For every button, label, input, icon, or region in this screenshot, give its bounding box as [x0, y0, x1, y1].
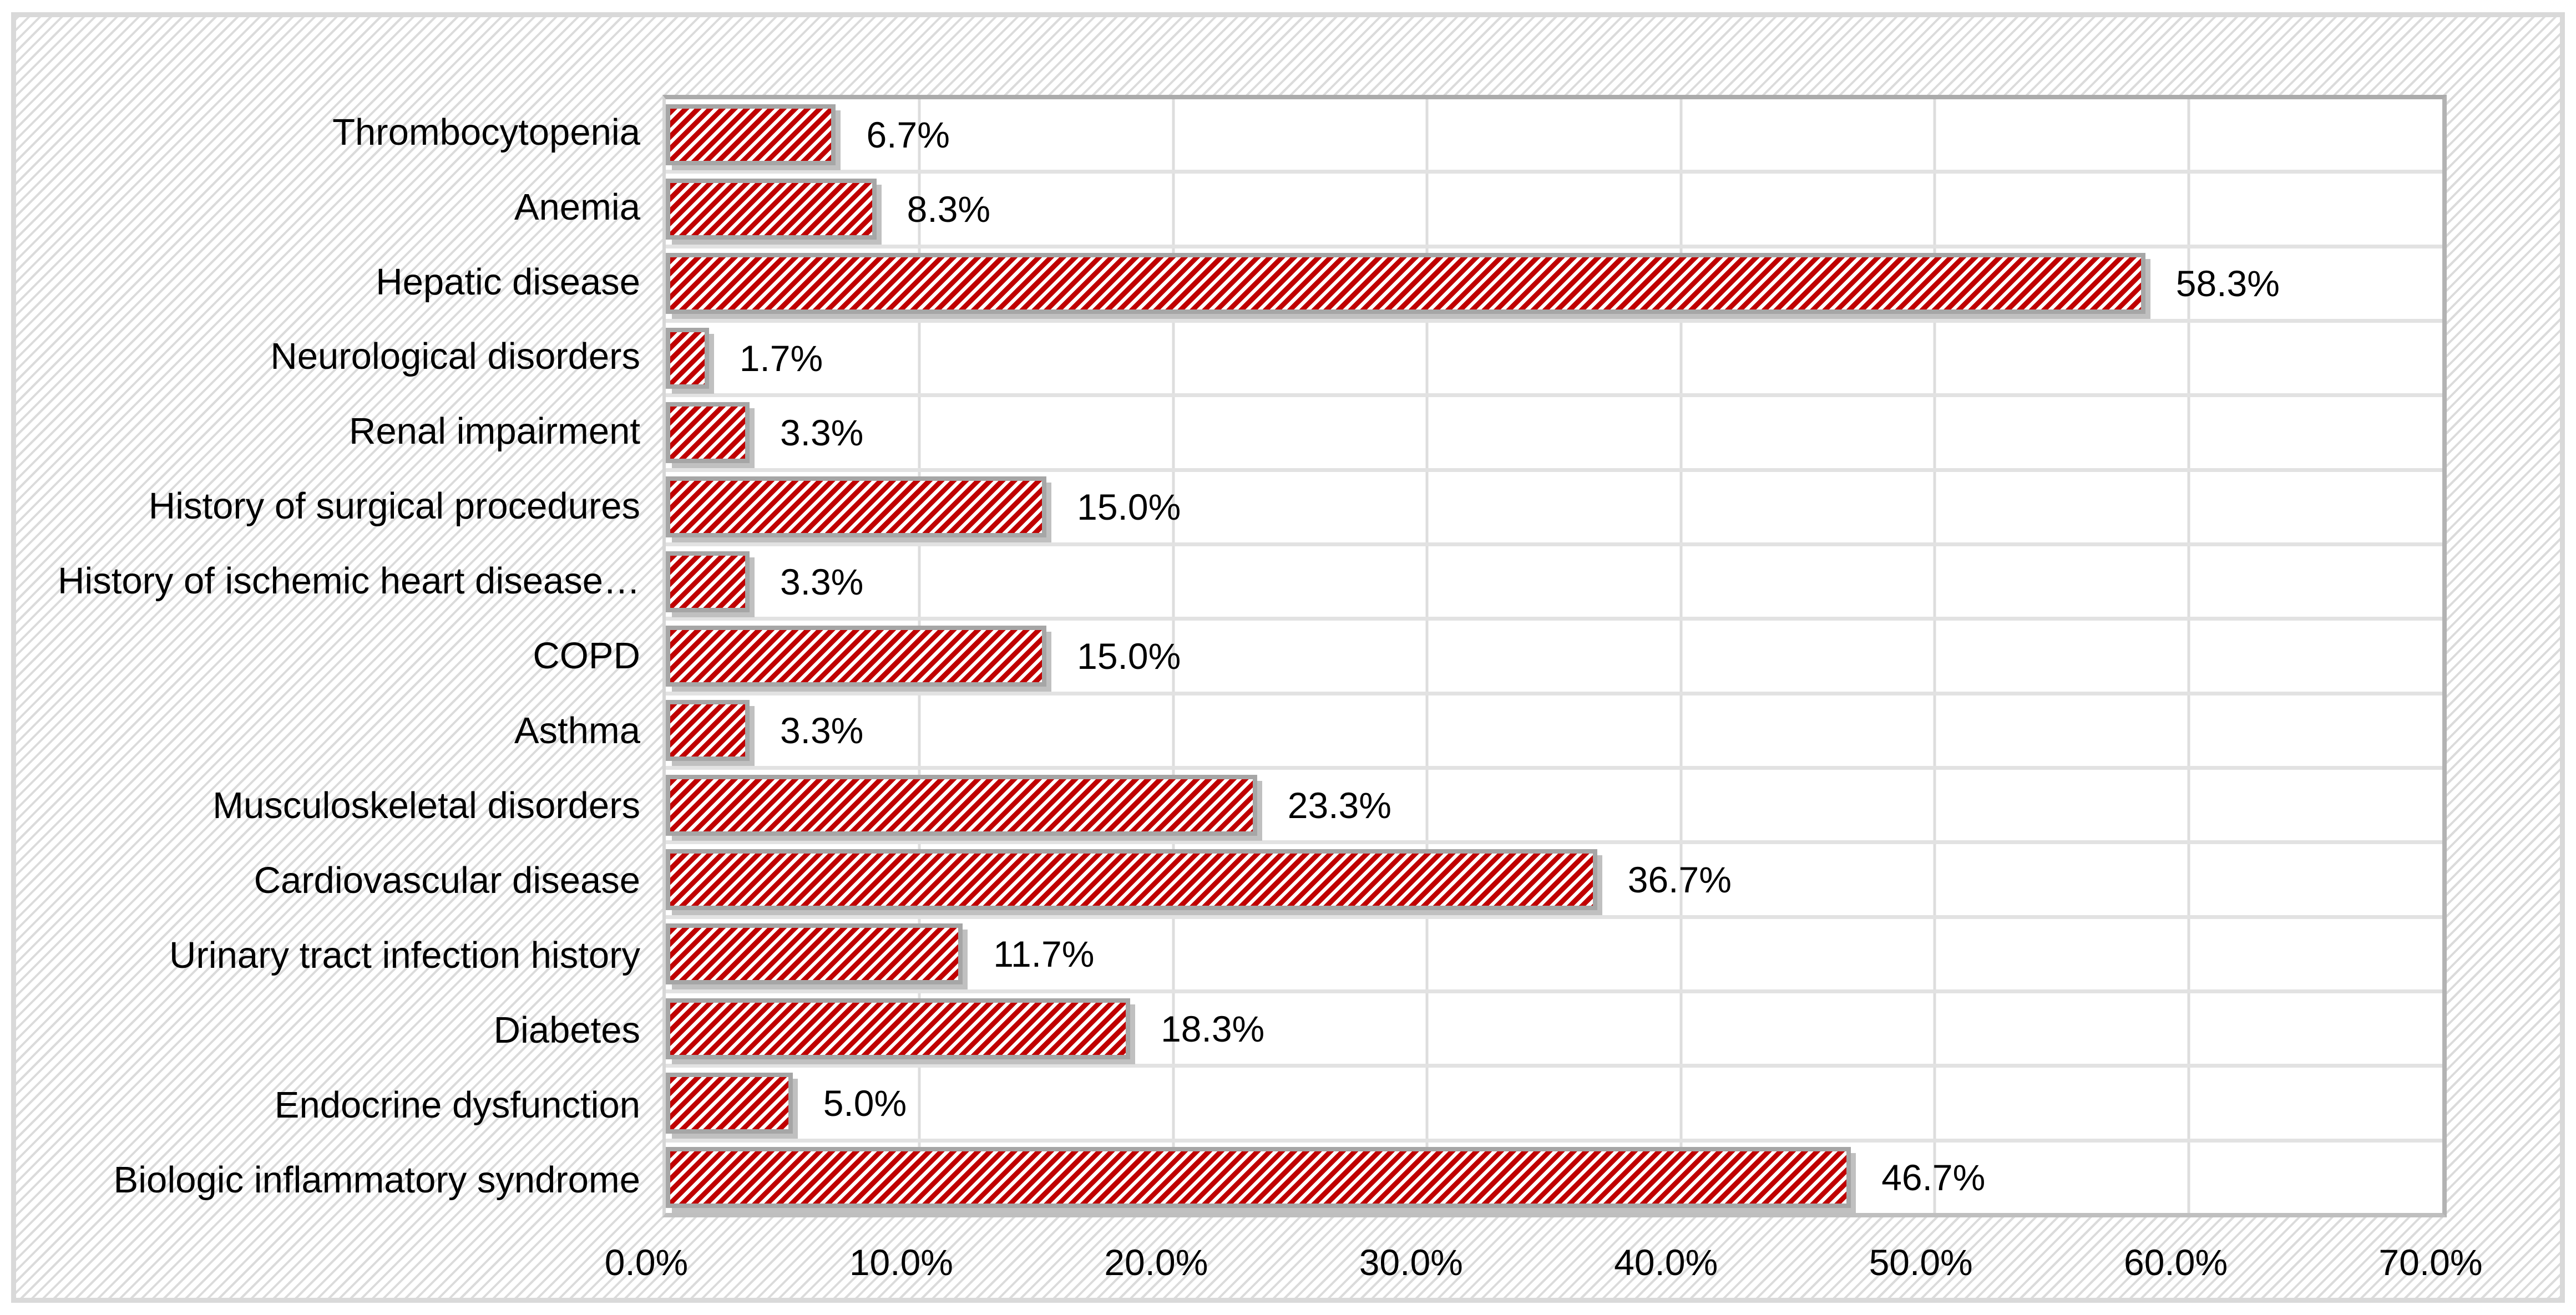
chart-row: 11.7% [666, 919, 2442, 993]
category-axis: Thrombocytopenia Anemia Hepatic disease Neu… [38, 95, 640, 1217]
bar [666, 923, 963, 985]
bar-value-label: 11.7% [993, 933, 1095, 975]
category-label: Diabetes [493, 1009, 640, 1051]
gridline [1679, 99, 1683, 1213]
chart-row: 5.0% [666, 1068, 2442, 1143]
gridline [1172, 99, 1175, 1213]
chart-row: 58.3% [666, 248, 2442, 323]
bar [666, 998, 1131, 1059]
chart-row: 46.7% [666, 1143, 2442, 1213]
chart-row: 15.0% [666, 621, 2442, 695]
category-label: Musculoskeletal disorders [212, 785, 640, 827]
bar-value-label: 3.3% [780, 412, 864, 453]
category-label: History of surgical procedures [148, 485, 640, 527]
category-label: Biologic inflammatory syndrome [113, 1159, 640, 1201]
bar-value-label: 36.7% [1627, 859, 1732, 900]
bar [666, 104, 836, 165]
bar-value-label: 1.7% [739, 337, 823, 379]
chart-row: 3.3% [666, 695, 2442, 770]
category-label: Urinary tract infection history [169, 934, 640, 976]
category-label: Renal impairment [348, 410, 640, 453]
bar [666, 178, 877, 240]
bar [666, 625, 1047, 687]
bar-value-label: 5.0% [823, 1082, 907, 1124]
bar [666, 551, 750, 612]
category-label: Neurological disorders [270, 336, 640, 378]
x-tick-label: 10.0% [849, 1242, 953, 1283]
category-label: Asthma [514, 710, 640, 752]
chart-row: 6.7% [666, 99, 2442, 174]
category-label: History of ischemic heart disease… [57, 560, 640, 602]
bar-value-label: 6.7% [866, 114, 950, 155]
bar-value-label: 18.3% [1161, 1008, 1265, 1049]
x-tick-label: 60.0% [2123, 1242, 2228, 1283]
gridline [1425, 99, 1429, 1213]
bar-value-label: 3.3% [780, 561, 864, 602]
category-label: Cardiovascular disease [254, 860, 640, 901]
x-tick-label: 40.0% [1614, 1242, 1718, 1283]
bar [666, 253, 2145, 314]
bar-rows: 6.7% 8.3% 58.3% 1.7% 3.3% 15.0% 3.3% 15.0% 3.3% 2… [666, 99, 2442, 1213]
category-label: Thrombocytopenia [332, 111, 640, 153]
chart-row: 23.3% [666, 770, 2442, 845]
bar-value-label: 46.7% [1881, 1157, 1986, 1199]
gridline [2187, 99, 2190, 1213]
bar-value-label: 15.0% [1077, 486, 1181, 528]
bar [666, 849, 1597, 910]
chart-row: 3.3% [666, 397, 2442, 472]
bar-value-label: 23.3% [1287, 784, 1391, 826]
chart-row: 36.7% [666, 844, 2442, 919]
bar [666, 476, 1047, 538]
chart-row: 3.3% [666, 546, 2442, 621]
bar [666, 774, 1257, 836]
plot-area: 6.7% 8.3% 58.3% 1.7% 3.3% 15.0% 3.3% 15.0% 3.3% 2… [662, 95, 2447, 1217]
bar [666, 327, 709, 389]
x-tick-label: 70.0% [2378, 1242, 2483, 1283]
bar [666, 1072, 793, 1134]
bar [666, 700, 750, 761]
x-tick-label: 30.0% [1359, 1242, 1463, 1283]
bar-value-label: 15.0% [1077, 635, 1181, 677]
bar [666, 1147, 1851, 1209]
category-label: Endocrine dysfunction [274, 1084, 640, 1126]
x-tick-label: 20.0% [1104, 1242, 1208, 1283]
bar [666, 402, 750, 463]
x-tick-label: 50.0% [1869, 1242, 1973, 1283]
chart-row: 8.3% [666, 174, 2442, 248]
x-tick-label: 0.0% [604, 1242, 689, 1283]
chart-row: 1.7% [666, 323, 2442, 398]
gridline [1933, 99, 1936, 1213]
category-label: COPD [533, 635, 640, 677]
category-label: Anemia [514, 186, 640, 228]
bar-value-label: 58.3% [2175, 263, 2280, 304]
chart-row: 18.3% [666, 993, 2442, 1068]
bar-value-label: 3.3% [780, 710, 864, 752]
category-label: Hepatic disease [376, 261, 640, 303]
bar-value-label: 8.3% [907, 188, 991, 230]
chart-row: 15.0% [666, 472, 2442, 546]
chart-frame: Thrombocytopenia Anemia Hepatic disease Neu… [11, 12, 2565, 1303]
